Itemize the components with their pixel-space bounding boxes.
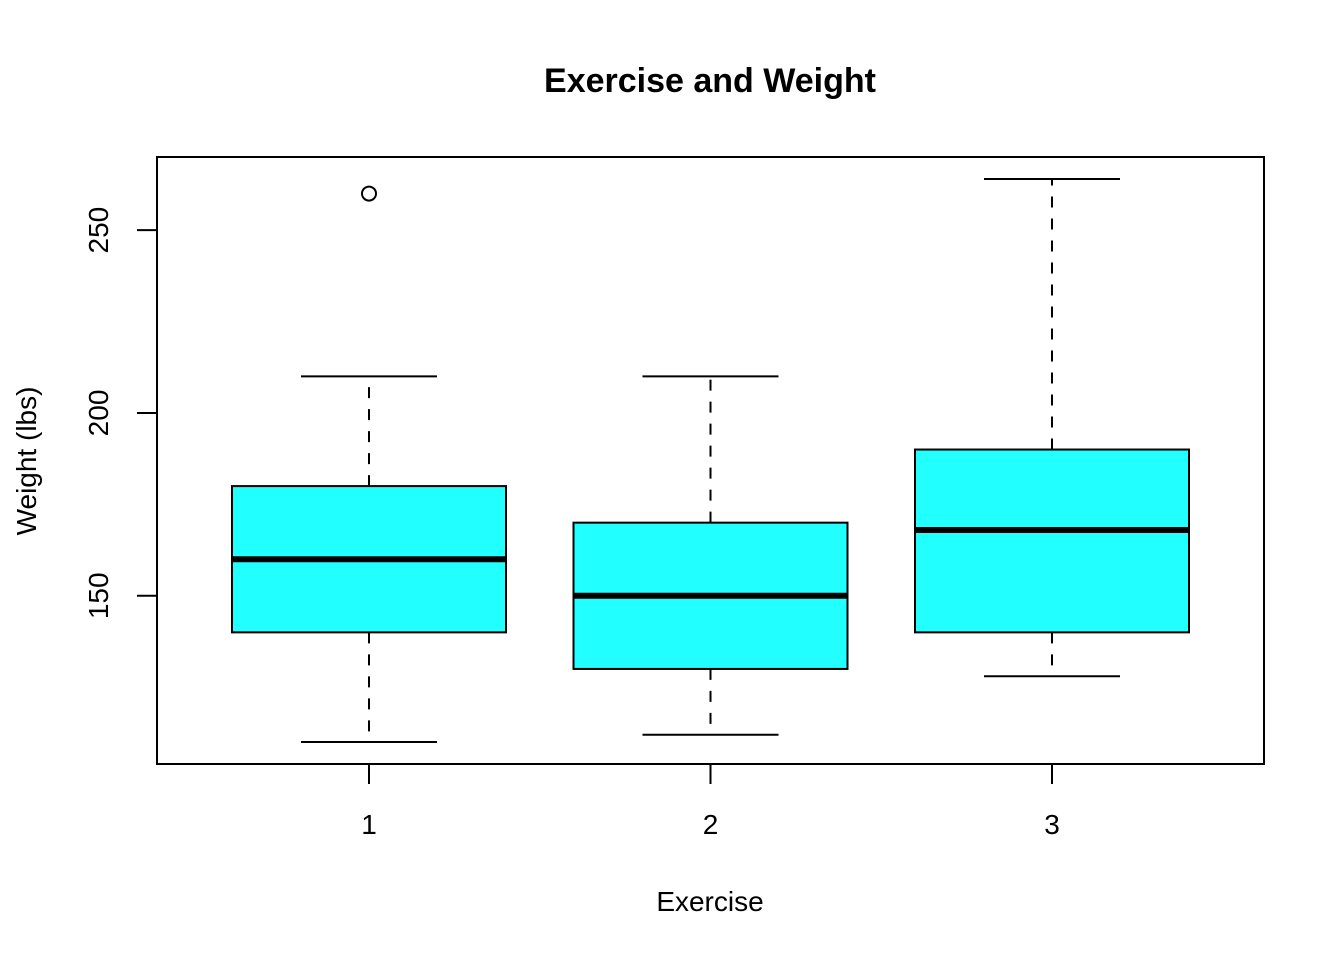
box-group-3: [914, 177, 1190, 678]
x-axis: 1 2 3: [361, 763, 1060, 840]
y-tick-label: 200: [83, 390, 114, 437]
y-axis: 150 200 250: [83, 207, 158, 619]
chart-title: Exercise and Weight: [544, 62, 876, 100]
x-tick-label: 2: [703, 809, 719, 840]
y-axis-label: Weight (lbs): [11, 387, 42, 536]
x-axis-label: Exercise: [656, 886, 763, 917]
y-tick-label: 250: [83, 207, 114, 254]
iqr-box: [914, 448, 1190, 634]
box-group-1: [231, 185, 507, 744]
box-group-2: [572, 375, 849, 736]
x-tick-label: 3: [1044, 809, 1060, 840]
y-tick-label: 150: [83, 572, 114, 619]
outlier-point: [361, 185, 377, 202]
boxes-layer: [231, 177, 1190, 744]
x-tick-label: 1: [361, 809, 377, 840]
